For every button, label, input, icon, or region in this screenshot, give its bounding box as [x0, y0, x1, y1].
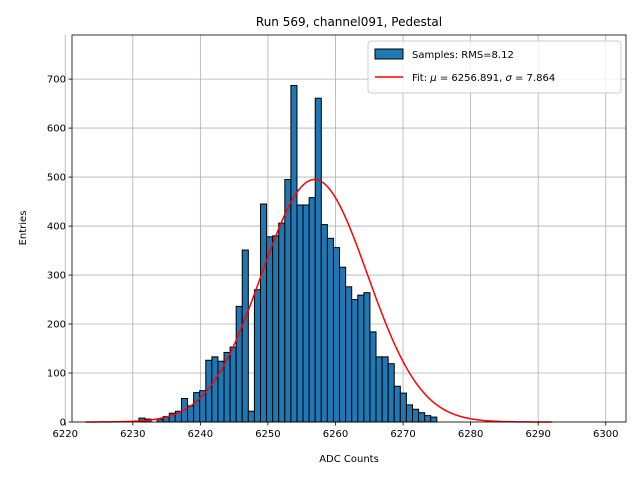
histogram-bar	[193, 392, 201, 423]
x-tick-label: 6280	[458, 429, 483, 440]
x-tick-label: 6250	[255, 429, 280, 440]
histogram-bar	[430, 416, 438, 423]
y-tick-label: 100	[47, 369, 66, 380]
y-tick-label: 600	[47, 124, 66, 135]
y-axis-ticks: 0 100 200 300 400 500 600 700	[47, 75, 72, 429]
histogram-bar	[241, 249, 249, 423]
x-tick-label: 6260	[323, 429, 348, 440]
histogram-bar	[296, 204, 304, 423]
fit-curve	[85, 178, 552, 423]
histogram-bar	[399, 392, 407, 423]
histogram-bar	[235, 305, 243, 423]
y-tick-label: 200	[47, 320, 66, 331]
histogram-bar	[332, 247, 341, 423]
plot-frame	[71, 34, 627, 423]
histogram-bar	[266, 236, 274, 423]
histogram-bar	[424, 415, 432, 423]
y-tick-label: 400	[47, 222, 66, 233]
histogram-bar	[326, 237, 334, 423]
histogram-bar	[363, 292, 371, 423]
histogram-bar	[345, 286, 353, 423]
x-tick-label: 6300	[593, 429, 618, 440]
histogram-bar	[369, 331, 377, 423]
histogram-bar	[320, 224, 328, 423]
y-axis-label: Entries	[18, 211, 29, 246]
histogram-bar	[375, 356, 383, 423]
legend: Samples: RMS=8.12 Fit: μ = 6256.891, σ =…	[367, 40, 622, 94]
legend-histogram-swatch	[374, 48, 404, 60]
y-tick-label: 700	[47, 75, 66, 86]
histogram-bar	[259, 203, 268, 423]
x-axis-ticks: 6220 6230 6240 6250 6260 6270 6280 6290 6300	[53, 422, 618, 440]
histogram-bar	[308, 197, 316, 423]
x-tick-label: 6290	[525, 429, 550, 440]
legend-box	[367, 40, 622, 94]
histogram-bar	[381, 356, 389, 423]
histogram-bars	[138, 84, 438, 423]
histogram-bar	[314, 97, 322, 423]
histogram-bar	[302, 204, 310, 423]
histogram-bar	[339, 266, 347, 423]
histogram-bar	[290, 84, 298, 423]
chart-title: Run 569, channel091, Pedestal	[256, 15, 442, 29]
legend-histogram-label: Samples: RMS=8.12	[412, 50, 514, 61]
histogram-bar	[229, 346, 237, 423]
y-tick-label: 500	[47, 173, 66, 184]
x-tick-label: 6220	[53, 429, 78, 440]
histogram-bar	[393, 385, 401, 423]
x-tick-label: 6230	[120, 429, 145, 440]
histogram-bar	[284, 179, 292, 423]
x-axis-label: ADC Counts	[319, 454, 379, 465]
histogram-bar	[253, 289, 261, 423]
histogram-bar	[412, 408, 420, 423]
histogram-bar	[418, 412, 426, 423]
x-tick-label: 6270	[390, 429, 415, 440]
legend-fit-label: Fit: μ = 6256.891, σ = 7.864	[412, 73, 555, 84]
histogram-bar	[357, 294, 365, 423]
x-tick-label: 6240	[188, 429, 213, 440]
histogram-bar	[405, 404, 414, 423]
histogram-bar	[211, 356, 219, 423]
histogram-bar	[387, 363, 395, 423]
histogram-bar	[351, 299, 359, 423]
y-tick-label: 300	[47, 271, 66, 282]
histogram-bar	[278, 222, 286, 423]
histogram-bar	[272, 235, 280, 423]
histogram-bar	[247, 410, 255, 423]
y-tick-label: 0	[60, 418, 66, 429]
